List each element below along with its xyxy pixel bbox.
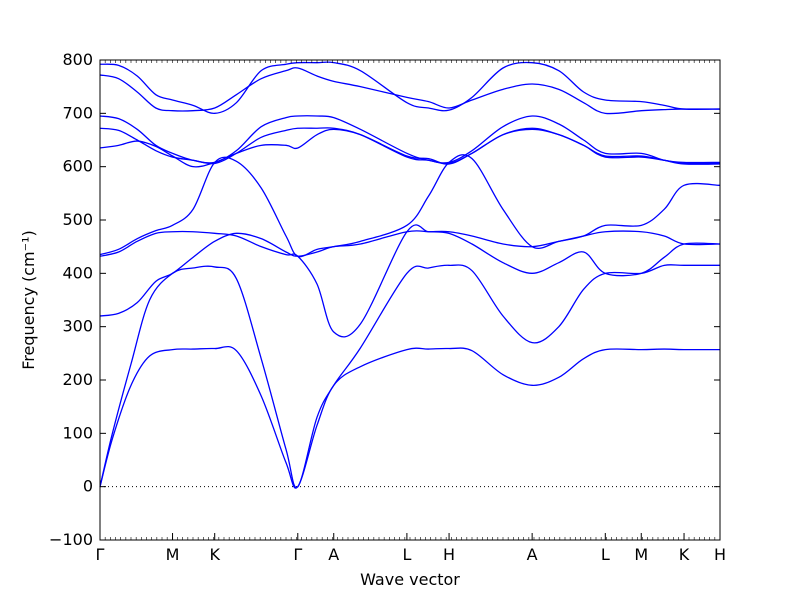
y-tick-label: 400 <box>62 263 93 282</box>
phonon-branch-8 <box>99 115 721 164</box>
phonon-branch-1 <box>99 345 721 489</box>
phonon-branch-5 <box>99 154 721 258</box>
x-tick-label-K: K <box>209 545 220 564</box>
y-axis-title: Frequency (cm⁻¹) <box>19 230 38 369</box>
plot-area <box>99 61 721 489</box>
y-tick-label: 800 <box>62 50 93 69</box>
x-tick-label-M: M <box>166 545 180 564</box>
x-tick-label-H: H <box>714 545 726 564</box>
phonon-branch-4 <box>99 224 721 338</box>
x-tick-label-Γ: Γ <box>96 545 105 564</box>
x-tick-label-L: L <box>601 545 610 564</box>
y-tick-label: 700 <box>62 103 93 122</box>
phonon-branch-2 <box>99 264 720 489</box>
phonon-branch-3 <box>99 230 721 317</box>
x-axis-title: Wave vector <box>360 570 460 589</box>
x-tick-label-K: K <box>679 545 690 564</box>
phonon-branch-9 <box>99 67 721 115</box>
y-tick-label: 100 <box>62 423 93 442</box>
x-tick-label-A: A <box>328 545 339 564</box>
plot-frame <box>99 59 721 541</box>
phonon-branch-10 <box>99 61 721 114</box>
y-tick-label: 0 <box>83 477 93 496</box>
phonon-branch-7 <box>99 127 721 165</box>
x-tick-label-Γ: Γ <box>293 545 302 564</box>
x-tick-label-A: A <box>527 545 538 564</box>
y-tick-label: 500 <box>62 210 93 229</box>
x-tick-label-M: M <box>634 545 648 564</box>
ticks-layer: −100 0 100 200 300 400 500 600 700 800 Γ M K Γ A L H A L M K… <box>49 50 726 564</box>
y-tick-label: 300 <box>62 317 93 336</box>
y-tick-label: −100 <box>49 530 93 549</box>
x-tick-label-H: H <box>443 545 455 564</box>
y-tick-label: 200 <box>62 370 93 389</box>
phonon-branch-6 <box>99 128 721 168</box>
x-tick-label-L: L <box>402 545 411 564</box>
y-tick-label: 600 <box>62 157 93 176</box>
